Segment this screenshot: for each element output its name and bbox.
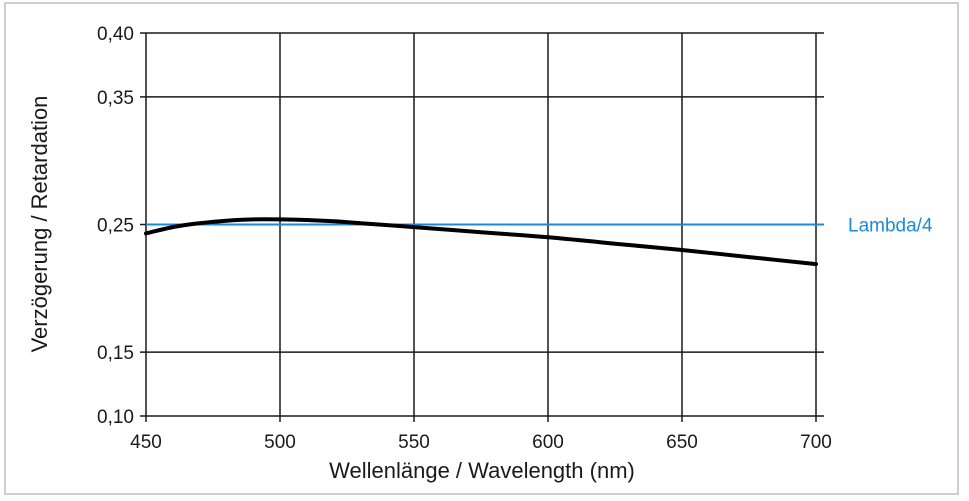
y-tick-label: 0,40 <box>97 24 134 45</box>
x-tick-label: 450 <box>130 432 162 453</box>
x-tick-label: 600 <box>532 432 564 453</box>
x-tick-label: 650 <box>666 432 698 453</box>
retardation-curve <box>144 217 818 267</box>
lambda-quarter-label: Lambda/4 <box>848 216 933 237</box>
y-tick-label: 0,25 <box>97 216 134 237</box>
y-tick-label: 0,35 <box>97 88 134 109</box>
x-tick-label: 500 <box>264 432 296 453</box>
y-tick-label: 0,10 <box>97 407 134 428</box>
reference-lines: Lambda/4 <box>146 216 933 237</box>
x-tick-label: 550 <box>398 432 430 453</box>
x-axis-title: Wellenlänge / Wavelength (nm) <box>329 458 635 483</box>
x-tick-label: 700 <box>800 432 832 453</box>
y-tick-label: 0,15 <box>97 343 134 364</box>
y-axis-title: Verzögerung / Retardation <box>27 96 52 353</box>
x-axis-ticks: 450 500 550 600 650 700 <box>130 432 832 453</box>
series-layer <box>144 217 818 267</box>
chart-frame <box>4 2 959 495</box>
y-axis-ticks: 0,10 0,15 0,25 0,35 0,40 <box>97 24 134 428</box>
grid <box>140 32 824 422</box>
